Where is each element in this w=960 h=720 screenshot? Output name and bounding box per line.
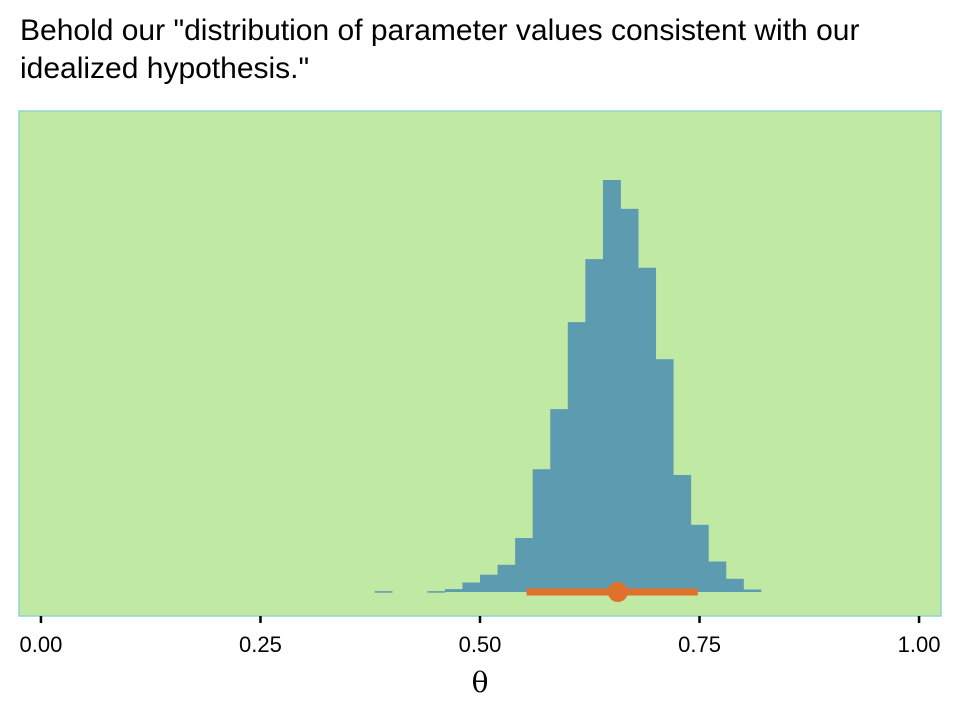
histogram-bar [532, 469, 551, 592]
histogram-bar [638, 267, 657, 592]
histogram-bar [585, 259, 604, 592]
histogram-bar [602, 180, 621, 592]
plot-panel [18, 110, 942, 617]
histogram-bar [444, 589, 463, 592]
histogram-bars [374, 180, 762, 593]
histogram-bar [480, 574, 498, 592]
histogram-bar [550, 409, 569, 592]
interval-point [607, 582, 628, 602]
histogram-bar [620, 208, 639, 592]
x-tick-label: 0.00 [20, 632, 63, 657]
histogram-bar [515, 538, 534, 592]
histogram-bar [655, 359, 674, 592]
x-tick-label: 0.25 [239, 632, 282, 657]
histogram-bar [690, 524, 709, 592]
x-axis: 0.00 0.25 0.50 0.75 1.00 [20, 616, 941, 657]
histogram-bar [708, 561, 727, 592]
histogram-bar [673, 474, 692, 592]
histogram-bar [567, 322, 586, 592]
x-tick-label: 1.00 [898, 632, 941, 657]
histogram-bar [725, 578, 744, 592]
histogram-bar [497, 564, 516, 592]
point-interval [526, 582, 698, 602]
histogram-bar [427, 591, 446, 593]
chart-title: Behold our "distribution of parameter va… [20, 14, 860, 85]
histogram-bar [743, 589, 762, 592]
x-tick-label: 0.50 [459, 632, 502, 657]
x-tick-label: 0.75 [678, 632, 721, 657]
histogram-bar [462, 582, 481, 592]
histogram-bar [374, 591, 393, 593]
x-axis-title: θ [472, 666, 489, 699]
